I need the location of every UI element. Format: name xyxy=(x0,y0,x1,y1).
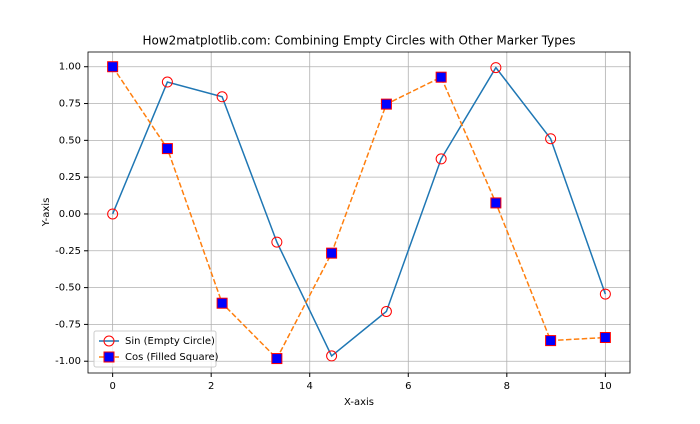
marker xyxy=(103,335,115,347)
marker xyxy=(545,335,557,347)
y-tick-label: 0.00 xyxy=(59,209,81,220)
x-tick-label: 10 xyxy=(599,381,612,392)
legend-label: Cos (Filled Square) xyxy=(125,352,219,363)
x-tick-label: 8 xyxy=(504,381,510,392)
marker xyxy=(326,350,338,362)
chart-title: How2matplotlib.com: Combining Empty Circ… xyxy=(142,34,575,48)
marker xyxy=(161,76,173,88)
y-tick-label: -0.25 xyxy=(55,246,81,257)
marker xyxy=(380,98,392,110)
y-axis-label: Y-axis xyxy=(41,198,52,228)
marker xyxy=(490,62,502,74)
y-tick-label: -1.00 xyxy=(55,356,81,367)
marker xyxy=(216,297,228,309)
marker xyxy=(216,91,228,103)
marker xyxy=(161,143,173,155)
marker xyxy=(107,208,119,220)
marker xyxy=(435,153,447,165)
series-line xyxy=(111,66,607,358)
x-tick-label: 6 xyxy=(405,381,411,392)
legend-box xyxy=(93,330,217,368)
marker xyxy=(271,353,283,365)
marker xyxy=(107,61,119,73)
legend: Sin (Empty Circle) Cos (Filled Square) xyxy=(93,330,219,368)
marker xyxy=(599,332,611,344)
marker xyxy=(435,71,447,83)
y-tick-label: -0.75 xyxy=(55,319,81,330)
y-tick-label: -0.50 xyxy=(55,283,81,294)
marker xyxy=(103,351,115,363)
marker xyxy=(599,288,611,300)
y-tick-label: 0.25 xyxy=(59,172,81,183)
plot-frame xyxy=(87,51,631,374)
x-tick-label: 2 xyxy=(208,381,214,392)
x-axis-label: X-axis xyxy=(344,397,374,408)
y-tick-label: 0.50 xyxy=(59,135,81,146)
marker xyxy=(271,236,283,248)
x-tick-label: 4 xyxy=(307,381,313,392)
y-tick-label: 0.75 xyxy=(59,99,81,110)
series-line xyxy=(112,66,606,360)
marker xyxy=(326,247,338,259)
legend-label: Sin (Empty Circle) xyxy=(125,336,215,347)
marker xyxy=(380,305,392,317)
marker xyxy=(545,133,557,145)
y-tick-label: 1.00 xyxy=(59,62,81,73)
x-tick-label: 0 xyxy=(109,381,115,392)
marker xyxy=(490,197,502,209)
